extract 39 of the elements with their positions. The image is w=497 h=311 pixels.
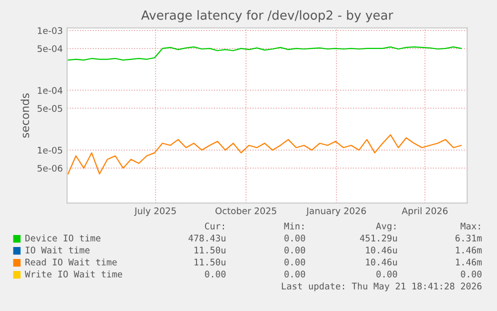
text: 1.46m [456,246,482,254]
x-tick-label: July 2025 [134,207,176,216]
y-tick-label: 1e-04 [38,87,62,94]
text: 6.31m [456,234,482,242]
legend-label: IO Wait time [26,246,90,254]
legend-label: Device IO time [25,234,100,242]
legend-label: Read IO Wait time [25,258,117,266]
text: 0.00 [460,270,482,278]
legend-label: Write IO Wait time [24,270,122,278]
text: 0.00 [284,234,306,242]
text: 478.43u [188,234,226,242]
y-tick-label: 5e-05 [38,105,62,112]
text: Max: [460,222,480,230]
text: 10.46u [366,246,397,254]
text: 0.00 [284,246,306,254]
text: Min: [284,222,304,230]
text: Last update: Thu May 21 18:41:28 2026 [282,282,482,292]
text: Avg: [376,222,396,232]
text: 11.50u [194,258,226,266]
x-tick-label: April 2026 [402,207,448,216]
chart-title: Average latency for /dev/loop2 - by year [141,10,394,22]
x-tick-label: January 2026 [306,207,366,216]
line-series [68,134,462,174]
y-tick-label: 1e-03 [38,27,62,34]
x-tick-label: October 2025 [216,207,276,214]
text: 451.29u [360,234,397,242]
text: 0.00 [284,258,306,266]
text: 0.00 [376,270,398,278]
text: 0.00 [204,270,226,278]
text: 11.50u [194,246,226,254]
y-axis-title: seconds [20,93,30,138]
text: Cur: [205,222,224,230]
y-tick-label: 5e-06 [38,164,62,172]
line-series [68,46,462,61]
text: 1.46m [456,258,482,266]
y-tick-label: 1e-05 [38,146,62,154]
y-tick-label: 5e-04 [38,45,62,52]
text: 0.00 [284,270,306,278]
text: 10.46u [366,258,397,266]
